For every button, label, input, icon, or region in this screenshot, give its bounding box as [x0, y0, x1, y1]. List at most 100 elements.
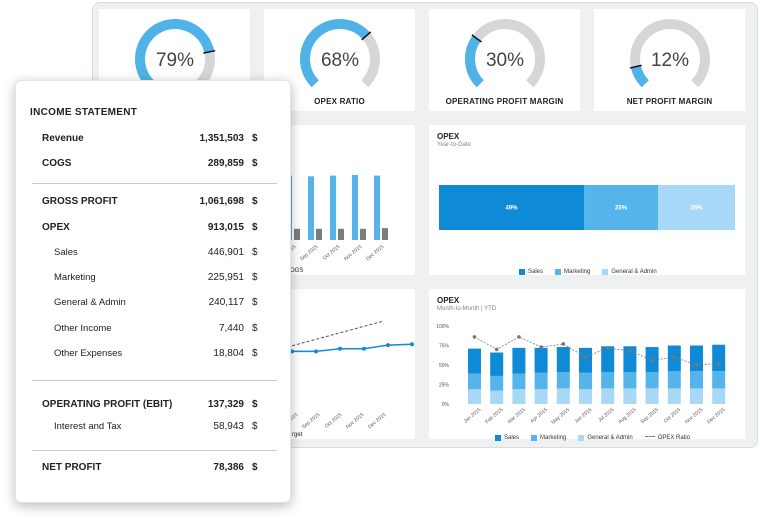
point-actual: [386, 343, 390, 348]
bar-cogs: [382, 228, 388, 240]
bar-sales: [534, 347, 548, 373]
gauge-fill: [300, 19, 370, 88]
point-opex-ratio: [605, 346, 610, 350]
legend-item: General & Admin: [602, 269, 657, 275]
row-currency: $: [252, 323, 258, 334]
row-label: Sales: [54, 247, 78, 258]
x-tick-label: Nov 2015: [343, 244, 363, 262]
x-tick-label: Dec 2015: [365, 244, 385, 262]
legend-swatch: [531, 434, 538, 441]
dashboard-frame: 79% 68% OPEX RATIO 30% OPERATING PROFIT …: [92, 2, 758, 448]
bar-general-admin: [534, 389, 548, 404]
x-tick-label: Oct 2015: [324, 412, 344, 430]
bar-marketing: [712, 371, 726, 389]
bar-cogs: [294, 228, 300, 240]
row-value: 58,943: [213, 421, 244, 432]
bar-sales: [490, 352, 504, 376]
x-tick-label: Dec 2015: [367, 412, 387, 430]
row-currency: $: [252, 297, 258, 308]
gauge-marker: [471, 34, 482, 43]
row-value: 1,061,698: [199, 196, 245, 207]
bar-sales: [712, 344, 726, 372]
data-label: 49%: [506, 206, 519, 212]
x-tick-label: Oct 2015: [322, 244, 342, 262]
opex-monthly-card[interactable]: OPEX Month-to-Month | YTD 0% 25% 50% 75% 100…: [429, 289, 745, 442]
point-opex-ratio: [561, 342, 566, 346]
bar-sales: [468, 348, 481, 374]
point-opex-ratio: [650, 358, 654, 363]
opex-ytd-legend: Sales Marketing General & Admin: [519, 269, 657, 275]
bar-revenue: [308, 176, 314, 240]
opex-ytd-card[interactable]: OPEX Year-to-Date 49% 25% 26% Sales Market…: [429, 125, 745, 275]
opex-monthly-legend: Sales Marketing General & Admin OPEX Rat…: [495, 433, 690, 442]
row-label: Revenue: [42, 133, 84, 144]
row-label: COGS: [42, 158, 72, 169]
gauge-opex-ratio: 68%: [300, 19, 380, 88]
legend-label: General & Admin: [611, 269, 657, 275]
bar-sales: [579, 347, 592, 373]
data-label: 25%: [615, 206, 628, 212]
row-value: 1,351,503: [199, 133, 245, 144]
legend-label: Marketing: [540, 434, 567, 441]
bar-general-admin: [601, 388, 615, 404]
row-currency: $: [252, 272, 258, 283]
legend-line-swatch: [644, 436, 655, 442]
row-value: 240,117: [208, 297, 244, 308]
card-title: OPEX: [437, 296, 460, 305]
bar-general-admin: [667, 388, 681, 404]
point-opex-ratio: [628, 349, 632, 353]
x-tick-label: Aug 2015: [617, 407, 637, 425]
row-currency: $: [252, 348, 258, 359]
row-value: 446,901: [207, 247, 244, 258]
bar-general-admin: [690, 388, 703, 404]
data-label: 26%: [691, 206, 704, 212]
point-actual: [410, 342, 414, 347]
gauge-value: 68%: [321, 50, 359, 71]
bar-revenue: [352, 174, 358, 240]
row-value: 137,329: [207, 399, 244, 410]
segment-general-admin: [658, 185, 735, 230]
point-opex-ratio: [672, 355, 677, 359]
row-general-admin: General & Admin 240,117 $: [16, 297, 292, 311]
y-tick-label: 25%: [439, 383, 450, 389]
legend-label: Marketing: [564, 269, 591, 275]
legend-partial: rget: [292, 432, 303, 438]
bar-marketing: [579, 372, 592, 390]
bar-general-admin: [468, 389, 481, 404]
point-opex-ratio: [539, 345, 543, 349]
gauge-card-net-margin[interactable]: 12% NET PROFIT MARGIN: [594, 9, 745, 111]
gauge-marker: [203, 49, 216, 54]
legend-label: Sales: [504, 434, 520, 441]
row-net-profit: NET PROFIT 78,386 $: [16, 462, 292, 476]
bar-general-admin: [556, 388, 570, 404]
series-line-opex-ratio: [474, 336, 719, 366]
point-actual: [314, 349, 318, 354]
row-currency: $: [252, 421, 258, 432]
legend-label: General & Admin: [587, 434, 633, 441]
row-label: Other Income: [54, 323, 112, 334]
row-label: General & Admin: [54, 297, 126, 308]
gauge-fill: [630, 65, 649, 88]
x-tick-label: Jul 2015: [597, 407, 616, 424]
gauge-marker: [629, 64, 642, 69]
bar-marketing: [468, 373, 481, 390]
bar-sales: [512, 347, 526, 374]
row-ebit: OPERATING PROFIT (EBIT) 137,329 $: [16, 399, 292, 413]
bar-marketing: [667, 371, 681, 389]
row-interest-tax: Interest and Tax 58,943 $: [16, 421, 292, 435]
opex-ytd-chart: 49% 25% 26%: [439, 185, 735, 230]
row-value: 7,440: [218, 323, 244, 334]
bar-general-admin: [623, 388, 637, 404]
row-label: Interest and Tax: [54, 421, 122, 432]
legend-label: OPEX Ratio: [657, 434, 691, 441]
x-tick-label: Dec 2015: [706, 407, 726, 425]
x-tick-label: Jun 2015: [574, 407, 594, 425]
divider: [32, 380, 277, 381]
row-value: 913,015: [207, 222, 244, 233]
card-title: OPEX: [437, 132, 460, 141]
point-opex-ratio: [494, 347, 499, 352]
x-tick-label: Apr 2015: [529, 407, 549, 425]
bar-sales: [690, 345, 703, 372]
gauge-card-operating-margin[interactable]: 30% OPERATING PROFIT MARGIN: [429, 9, 580, 111]
